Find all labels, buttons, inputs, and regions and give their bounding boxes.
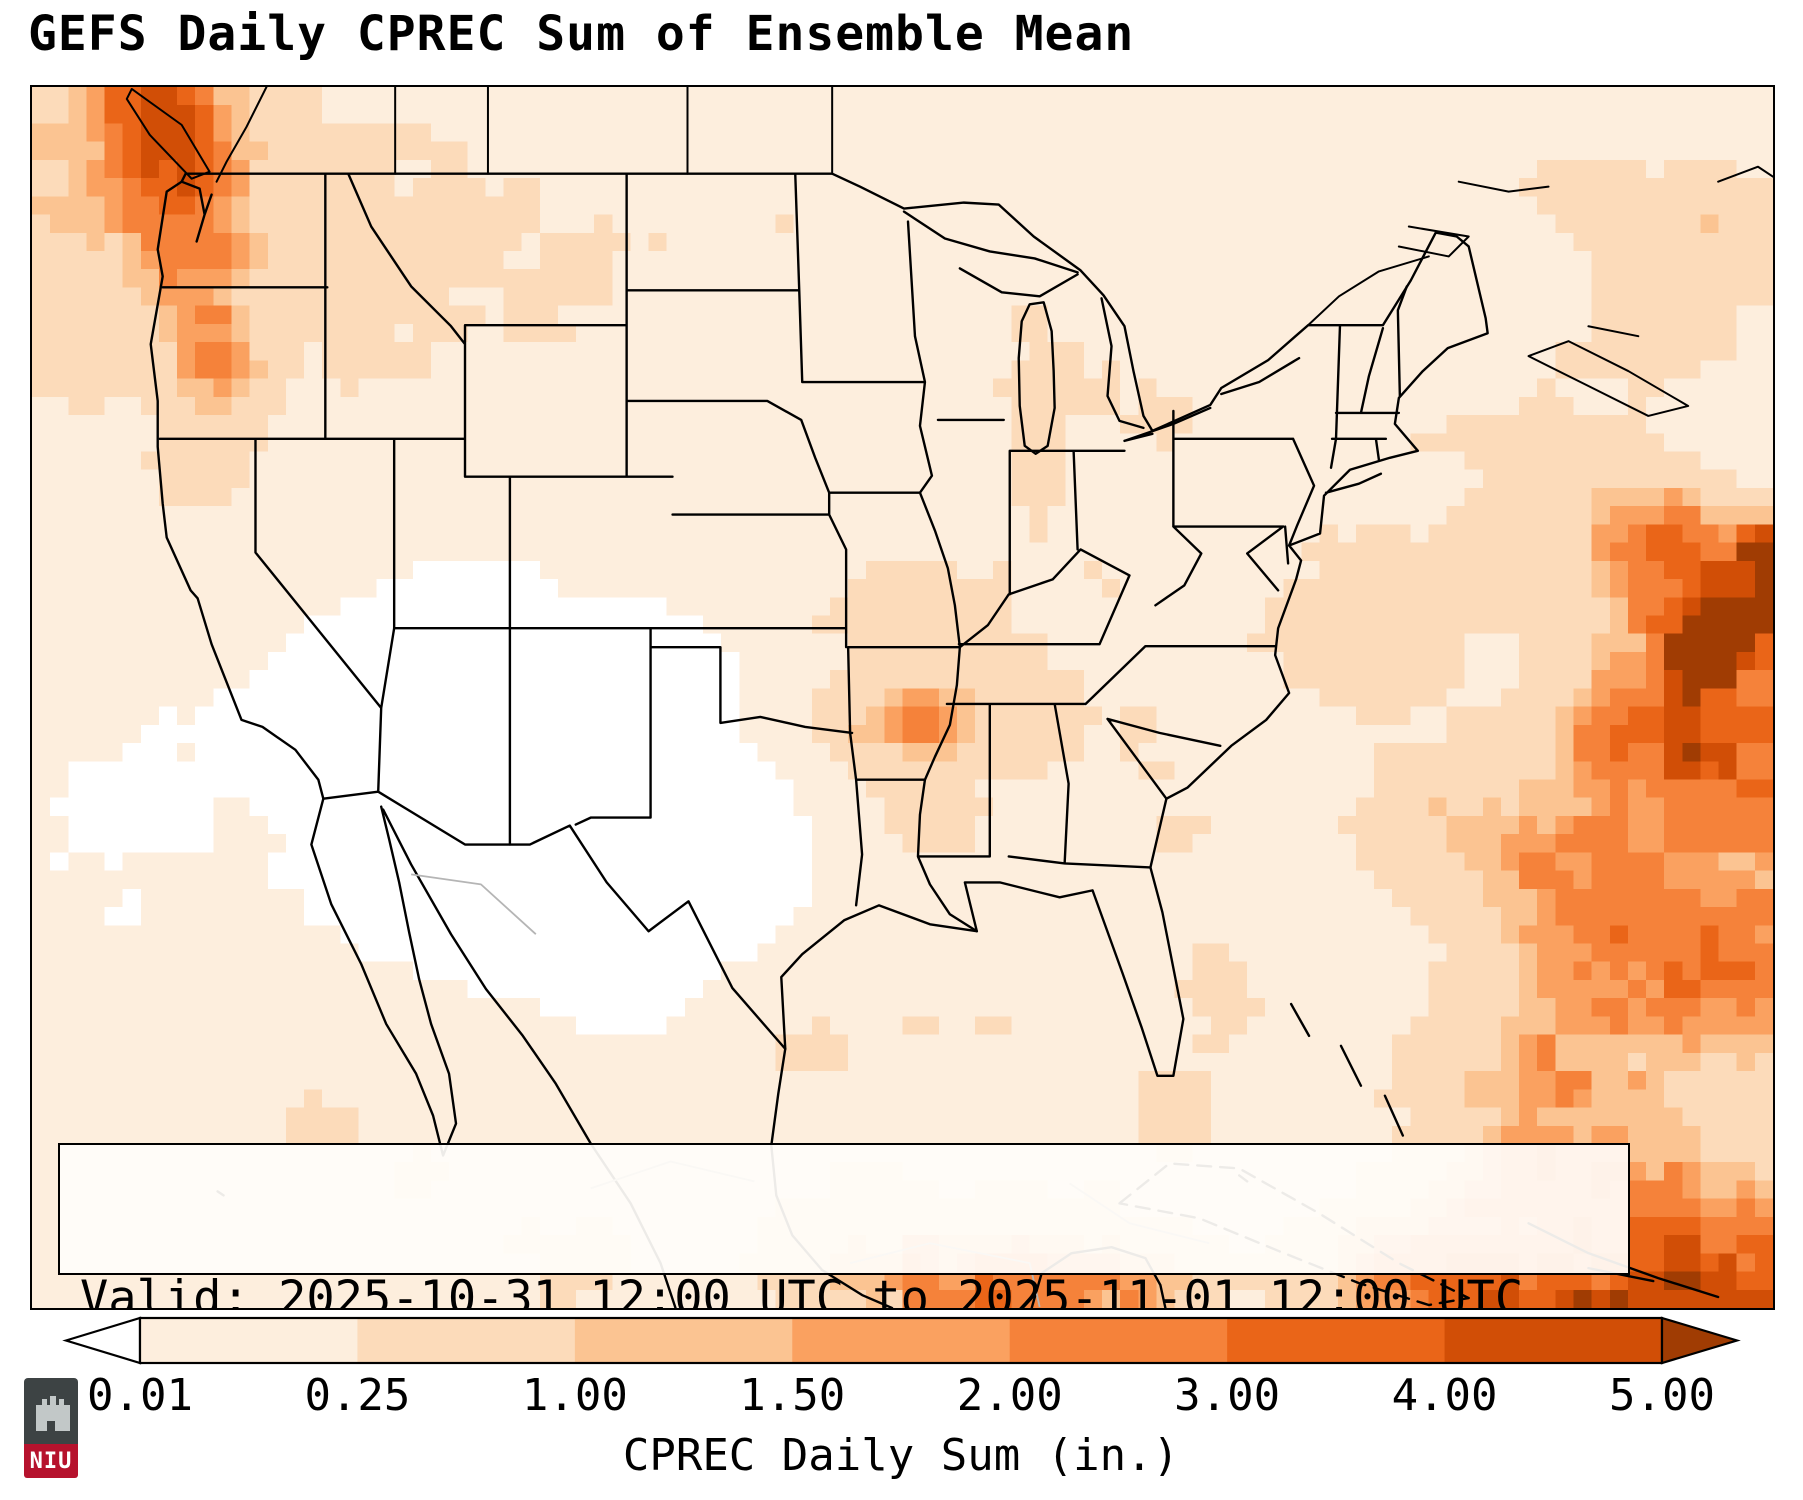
colorbar-segment	[357, 1318, 576, 1363]
colorbar-tick-label: 0.25	[304, 1370, 411, 1421]
colorbar-segment	[1009, 1318, 1228, 1363]
colorbar-under-arrow	[62, 1316, 142, 1365]
map-panel: Valid: 2025-10-31 12:00 UTC to 2025-11-0…	[30, 85, 1775, 1310]
colorbar-segment	[574, 1318, 793, 1363]
colorbar-ticks: 0.01 0.25 1.00 1.50 2.00 3.00 4.00 5.00	[87, 1370, 1715, 1421]
colorbar-tick-label: 2.00	[956, 1370, 1063, 1421]
niu-wordmark: NIU	[24, 1444, 78, 1478]
colorbar-tick-label: 1.50	[739, 1370, 846, 1421]
conus-coastline-and-borders	[149, 172, 1489, 1077]
niu-logo: NIU	[24, 1378, 78, 1478]
great-lakes-outlines	[902, 210, 1301, 455]
figure-title: GEFS Daily CPREC Sum of Ensemble Mean	[28, 6, 1135, 62]
colorbar-over-arrow	[1660, 1316, 1741, 1365]
niu-castle-icon	[24, 1378, 78, 1444]
colorbar-segment	[1444, 1318, 1663, 1363]
state-borders	[158, 172, 1409, 933]
colorbar-segment	[792, 1318, 1011, 1363]
colorbar-tick-label: 0.01	[87, 1370, 193, 1421]
colorbar-segment	[1227, 1318, 1446, 1363]
colorbar-label: CPREC Daily Sum (in.)	[622, 1430, 1180, 1481]
valid-run-box: Valid: 2025-10-31 12:00 UTC to 2025-11-0…	[58, 1143, 1630, 1308]
colorbar-tick-label: 4.00	[1391, 1370, 1498, 1421]
colorbar-tick-label: 1.00	[521, 1370, 628, 1421]
colorbar-tick-label: 3.00	[1174, 1370, 1281, 1421]
precip-field-canvas	[32, 87, 1773, 1308]
canada-borders	[125, 87, 1773, 417]
colorbar-tick-label: 5.00	[1609, 1370, 1715, 1421]
valid-line: Valid: 2025-10-31 12:00 UTC to 2025-11-0…	[80, 1271, 1524, 1310]
colorbar-svg	[62, 1316, 1741, 1365]
colorbar-segment	[140, 1318, 359, 1363]
map-borders	[125, 87, 1773, 1308]
